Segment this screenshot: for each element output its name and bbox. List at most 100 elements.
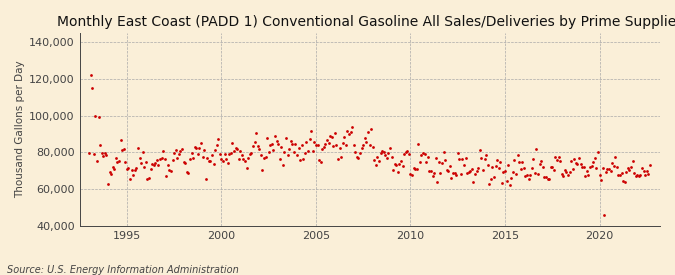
Point — [250, 131, 261, 135]
Point — [255, 153, 266, 157]
Point — [293, 146, 304, 151]
Point — [449, 171, 460, 175]
Point — [446, 176, 457, 180]
Point — [394, 161, 405, 166]
Point — [375, 150, 386, 155]
Point — [408, 166, 419, 170]
Point — [358, 143, 369, 147]
Point — [419, 152, 430, 156]
Point — [319, 145, 329, 150]
Point — [630, 174, 641, 178]
Point — [240, 159, 250, 163]
Point — [361, 139, 372, 144]
Point — [146, 162, 157, 166]
Point — [539, 174, 549, 179]
Point — [386, 154, 397, 159]
Point — [95, 143, 105, 147]
Point — [556, 172, 567, 177]
Point — [101, 153, 112, 158]
Point — [626, 165, 637, 169]
Point — [402, 148, 412, 153]
Point — [85, 73, 96, 77]
Point — [524, 172, 535, 177]
Point — [477, 167, 488, 172]
Point — [267, 142, 277, 146]
Point — [172, 156, 183, 161]
Point — [493, 166, 504, 170]
Point — [131, 166, 142, 170]
Point — [444, 164, 455, 168]
Point — [268, 148, 279, 152]
Point — [84, 151, 95, 155]
Point — [219, 152, 230, 157]
Point — [169, 151, 180, 155]
Point — [534, 161, 545, 166]
Point — [481, 152, 491, 157]
Point — [282, 153, 293, 157]
Point — [627, 159, 638, 164]
Point — [371, 163, 381, 167]
Point — [155, 156, 165, 161]
Point — [325, 134, 335, 139]
Point — [381, 156, 392, 161]
Point — [602, 167, 613, 171]
Point — [140, 160, 151, 164]
Point — [504, 183, 515, 188]
Point — [207, 153, 217, 157]
Point — [448, 171, 458, 175]
Point — [217, 159, 228, 163]
Point — [246, 151, 256, 155]
Point — [329, 131, 340, 135]
Point — [234, 156, 244, 161]
Point — [229, 149, 240, 153]
Point — [254, 147, 265, 152]
Point — [400, 150, 411, 155]
Point — [613, 173, 624, 177]
Point — [326, 134, 337, 139]
Point — [211, 143, 222, 147]
Point — [512, 153, 523, 157]
Point — [429, 171, 439, 175]
Point — [148, 163, 159, 167]
Point — [528, 156, 539, 161]
Point — [564, 170, 575, 174]
Point — [144, 175, 155, 180]
Point — [112, 160, 123, 164]
Point — [605, 169, 616, 174]
Point — [645, 163, 655, 167]
Point — [277, 163, 288, 168]
Point — [463, 170, 474, 174]
Point — [569, 157, 580, 161]
Text: Source: U.S. Energy Information Administration: Source: U.S. Energy Information Administ… — [7, 265, 238, 275]
Point — [208, 162, 219, 166]
Point — [205, 159, 216, 163]
Point — [92, 159, 103, 163]
Point — [235, 148, 246, 153]
Point — [183, 171, 194, 175]
Point — [345, 130, 356, 134]
Point — [391, 163, 402, 167]
Point — [298, 156, 308, 161]
Point — [490, 164, 501, 168]
Point — [487, 164, 497, 169]
Point — [416, 153, 427, 157]
Point — [163, 163, 173, 167]
Point — [304, 137, 315, 141]
Point — [159, 156, 170, 161]
Point — [153, 163, 164, 167]
Point — [333, 156, 344, 161]
Point — [117, 148, 128, 152]
Point — [189, 145, 200, 149]
Point — [369, 158, 379, 163]
Point — [243, 156, 254, 161]
Point — [485, 177, 496, 181]
Point — [637, 166, 647, 171]
Point — [553, 155, 564, 160]
Point — [230, 145, 241, 150]
Point — [479, 156, 490, 161]
Point — [136, 161, 146, 165]
Point — [536, 159, 547, 164]
Point — [405, 172, 416, 176]
Point — [292, 153, 302, 157]
Point — [210, 148, 221, 152]
